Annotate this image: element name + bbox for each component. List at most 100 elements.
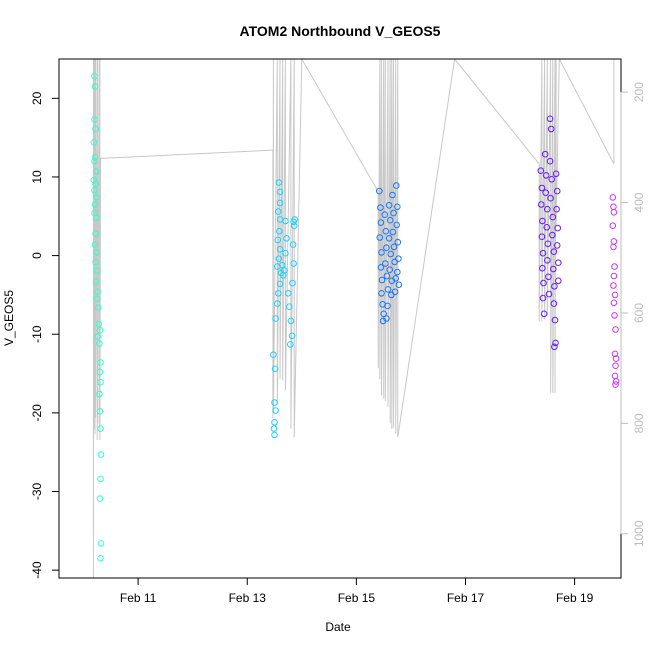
data-point-series-3 <box>385 235 393 242</box>
y-tick-label: -20 <box>30 404 44 422</box>
data-point-series-4 <box>555 259 562 267</box>
data-point-series-5 <box>611 350 619 358</box>
data-point-series-5 <box>610 272 618 280</box>
data-point-series-4 <box>538 201 545 208</box>
data-point-series-5 <box>609 194 617 201</box>
y2-tick-label: 1000 <box>632 520 646 547</box>
data-point-series-1 <box>92 214 100 222</box>
data-point-series-2 <box>284 290 292 297</box>
data-point-series-4 <box>539 217 546 225</box>
data-point-series-4 <box>541 150 549 158</box>
x-tick-label: Feb 19 <box>556 591 594 605</box>
data-point-series-3 <box>384 302 391 310</box>
data-point-series-4 <box>549 213 557 221</box>
data-point-series-3 <box>378 290 385 297</box>
data-point-series-3 <box>394 203 401 211</box>
data-point-series-2 <box>275 179 283 186</box>
data-point-series-2 <box>271 431 278 439</box>
y-axis: -40 -30 -20 -10 0 10 20 <box>30 91 60 579</box>
y-tick-label: -30 <box>30 483 44 501</box>
x-axis: Feb 11 Feb 13 Feb 15 Feb 17 Feb 19 <box>120 577 594 605</box>
y-tick-label: 20 <box>30 91 44 105</box>
y-tick-label: 0 <box>30 252 44 259</box>
data-point-series-4 <box>546 157 554 165</box>
data-point-series-2 <box>291 216 299 223</box>
data-point-series-5 <box>609 222 617 229</box>
data-point-series-5 <box>610 238 618 245</box>
data-point-series-3 <box>395 255 402 263</box>
data-point-series-1 <box>92 168 100 175</box>
x-tick-label: Feb 15 <box>338 591 376 605</box>
data-point-series-4 <box>544 240 552 248</box>
data-point-series-3 <box>385 202 393 209</box>
data-point-series-2 <box>280 272 287 279</box>
data-point-series-1 <box>91 201 99 208</box>
data-point-series-2 <box>272 407 279 414</box>
data-point-series-3 <box>393 221 401 229</box>
data-point-series-3 <box>382 260 389 267</box>
data-point-series-2 <box>276 199 284 207</box>
data-point-series-4 <box>547 194 554 202</box>
data-point-series-3 <box>376 187 383 195</box>
y-tick-label: 10 <box>30 170 44 184</box>
data-point-series-4 <box>539 294 547 302</box>
data-point-series-4 <box>553 205 560 213</box>
data-point-series-1 <box>92 180 99 188</box>
data-point-series-2 <box>287 317 295 325</box>
data-point-series-5 <box>611 291 619 299</box>
data-point-series-2 <box>276 280 284 288</box>
data-point-series-4 <box>544 205 551 213</box>
data-point-series-2 <box>287 341 294 348</box>
data-point-series-1 <box>90 176 98 184</box>
data-point-series-4 <box>542 172 550 179</box>
data-point-series-4 <box>550 248 558 255</box>
data-point-series-4 <box>555 277 562 285</box>
data-point-series-1 <box>97 475 104 483</box>
data-point-series-2 <box>274 236 282 244</box>
data-point-series-4 <box>540 279 547 287</box>
data-point-series-3 <box>386 216 394 224</box>
data-point-series-1 <box>96 390 103 398</box>
x-tick-label: Feb 13 <box>229 591 267 605</box>
data-point-series-2 <box>271 399 278 406</box>
data-point-series-1 <box>92 125 99 133</box>
data-points-layer <box>90 73 620 562</box>
data-point-series-3 <box>383 315 390 322</box>
data-point-series-2 <box>275 290 282 297</box>
data-point-series-1 <box>94 333 101 340</box>
data-point-series-1 <box>92 258 99 266</box>
data-point-series-4 <box>542 189 550 196</box>
data-point-series-4 <box>538 233 546 240</box>
data-point-series-1 <box>97 378 104 386</box>
data-point-series-4 <box>545 273 552 281</box>
data-point-series-1 <box>94 288 101 296</box>
data-point-series-4 <box>550 265 557 273</box>
data-point-series-2 <box>282 217 289 225</box>
data-point-series-1 <box>96 495 104 502</box>
data-point-series-1 <box>92 230 99 237</box>
x-tick-label: Feb 11 <box>120 591 157 605</box>
data-point-series-3 <box>391 288 399 296</box>
data-point-series-3 <box>378 276 386 284</box>
data-point-series-4 <box>540 310 548 318</box>
data-point-series-4 <box>552 339 559 347</box>
data-point-series-2 <box>275 255 283 263</box>
data-point-series-2 <box>289 241 297 248</box>
y-tick-label: -40 <box>30 561 44 579</box>
data-point-series-3 <box>380 310 388 318</box>
data-point-series-4 <box>547 125 555 133</box>
data-point-series-3 <box>391 258 398 266</box>
plot-frame <box>58 58 622 579</box>
data-point-series-4 <box>539 249 547 257</box>
data-point-series-5 <box>612 355 620 362</box>
data-point-series-4 <box>549 231 556 239</box>
data-point-series-2 <box>275 208 282 215</box>
data-point-series-4 <box>551 343 558 351</box>
chart-title: ATOM2 Northbound V_GEOS5 <box>240 23 441 39</box>
data-point-series-1 <box>95 304 102 311</box>
data-point-series-4 <box>548 176 556 183</box>
data-point-series-1 <box>97 540 105 547</box>
data-point-series-2 <box>282 249 289 257</box>
data-point-series-3 <box>389 191 396 199</box>
